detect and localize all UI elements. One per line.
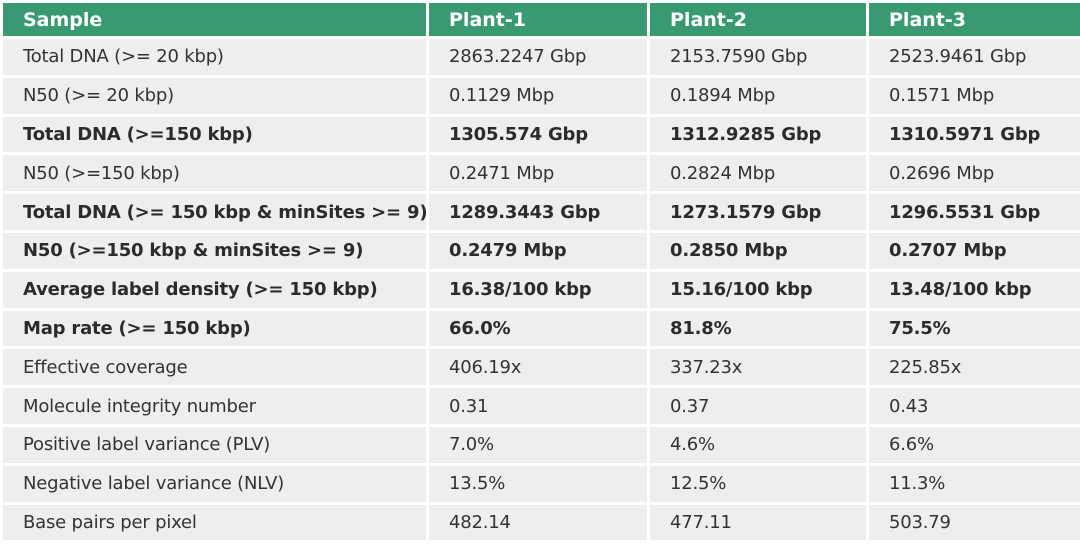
table-row: N50 (>=150 kbp) 0.2471 Mbp 0.2824 Mbp 0.269… (3, 155, 1080, 192)
plant-1-cell: 2863.2247 Gbp (429, 39, 647, 75)
plant-2-cell: 15.16/100 kbp (650, 271, 866, 308)
plant-2-cell: 1273.1579 Gbp (650, 194, 866, 230)
plant-3-cell: 6.6% (869, 426, 1080, 463)
header-row: Sample Plant-1 Plant-2 Plant-3 (3, 3, 1080, 36)
plant-1-cell: 0.2471 Mbp (429, 155, 647, 192)
plant-2-cell: 4.6% (650, 426, 866, 463)
plant-2-cell: 0.37 (650, 388, 866, 424)
plant-1-cell: 1305.574 Gbp (429, 116, 647, 153)
plant-2-cell: 81.8% (650, 310, 866, 347)
plant-3-cell: 2523.9461 Gbp (869, 39, 1080, 75)
plant-2-cell: 1312.9285 Gbp (650, 116, 866, 153)
header-sample: Sample (3, 3, 426, 36)
table-row: Total DNA (>= 150 kbp & minSites >= 9) 12… (3, 194, 1080, 230)
plant-1-cell: 13.5% (429, 465, 647, 502)
plant-3-cell: 0.2696 Mbp (869, 155, 1080, 192)
plant-2-cell: 0.1894 Mbp (650, 77, 866, 114)
metric-cell: Map rate (>= 150 kbp) (3, 310, 426, 347)
table-row: Base pairs per pixel 482.14 477.11 503.79 (3, 504, 1080, 541)
plant-3-cell: 0.2707 Mbp (869, 232, 1080, 269)
plant-1-cell: 7.0% (429, 426, 647, 463)
metric-cell: N50 (>=150 kbp & minSites >= 9) (3, 232, 426, 269)
plant-3-cell: 225.85x (869, 349, 1080, 386)
table-row: Total DNA (>=150 kbp) 1305.574 Gbp 1312.92… (3, 116, 1080, 153)
header-plant-2: Plant-2 (650, 3, 866, 36)
plant-2-cell: 12.5% (650, 465, 866, 502)
plant-1-cell: 1289.3443 Gbp (429, 194, 647, 230)
metric-cell: Average label density (>= 150 kbp) (3, 271, 426, 308)
plant-1-cell: 66.0% (429, 310, 647, 347)
plant-3-cell: 503.79 (869, 504, 1080, 541)
metric-cell: Effective coverage (3, 349, 426, 386)
plant-2-cell: 2153.7590 Gbp (650, 39, 866, 75)
metric-cell: Base pairs per pixel (3, 504, 426, 541)
metric-cell: Total DNA (>= 20 kbp) (3, 39, 426, 75)
plant-1-cell: 406.19x (429, 349, 647, 386)
table-row: Total DNA (>= 20 kbp) 2863.2247 Gbp 2153.7… (3, 39, 1080, 75)
header-plant-3: Plant-3 (869, 3, 1080, 36)
metric-cell: Total DNA (>= 150 kbp & minSites >= 9) (3, 194, 426, 230)
plant-1-cell: 0.1129 Mbp (429, 77, 647, 114)
plant-2-cell: 477.11 (650, 504, 866, 541)
metric-cell: Positive label variance (PLV) (3, 426, 426, 463)
table-row: Negative label variance (NLV) 13.5% 12.5% 1… (3, 465, 1080, 502)
table-row: Average label density (>= 150 kbp) 16.38/… (3, 271, 1080, 308)
plant-3-cell: 0.43 (869, 388, 1080, 424)
plant-1-cell: 0.2479 Mbp (429, 232, 647, 269)
plant-3-cell: 11.3% (869, 465, 1080, 502)
table-row: Positive label variance (PLV) 7.0% 4.6% 6.6… (3, 426, 1080, 463)
table-row: Molecule integrity number 0.31 0.37 0.43 (3, 388, 1080, 424)
plant-3-cell: 1310.5971 Gbp (869, 116, 1080, 153)
metric-cell: N50 (>=150 kbp) (3, 155, 426, 192)
table-row: N50 (>= 20 kbp) 0.1129 Mbp 0.1894 Mbp 0.157… (3, 77, 1080, 114)
plant-3-cell: 1296.5531 Gbp (869, 194, 1080, 230)
header-plant-1: Plant-1 (429, 3, 647, 36)
plant-2-cell: 337.23x (650, 349, 866, 386)
metric-cell: Negative label variance (NLV) (3, 465, 426, 502)
table-body: Total DNA (>= 20 kbp) 2863.2247 Gbp 2153.7… (3, 39, 1080, 541)
table-row: N50 (>=150 kbp & minSites >= 9) 0.2479 Mb… (3, 232, 1080, 269)
plant-3-cell: 75.5% (869, 310, 1080, 347)
plant-1-cell: 0.31 (429, 388, 647, 424)
metric-cell: Total DNA (>=150 kbp) (3, 116, 426, 153)
plant-3-cell: 13.48/100 kbp (869, 271, 1080, 308)
table-row: Map rate (>= 150 kbp) 66.0% 81.8% 75.5% (3, 310, 1080, 347)
metric-cell: N50 (>= 20 kbp) (3, 77, 426, 114)
plant-3-cell: 0.1571 Mbp (869, 77, 1080, 114)
plant-1-cell: 16.38/100 kbp (429, 271, 647, 308)
plant-2-cell: 0.2824 Mbp (650, 155, 866, 192)
metric-cell: Molecule integrity number (3, 388, 426, 424)
plant-2-cell: 0.2850 Mbp (650, 232, 866, 269)
table-row: Effective coverage 406.19x 337.23x 225.85x (3, 349, 1080, 386)
plant-1-cell: 482.14 (429, 504, 647, 541)
